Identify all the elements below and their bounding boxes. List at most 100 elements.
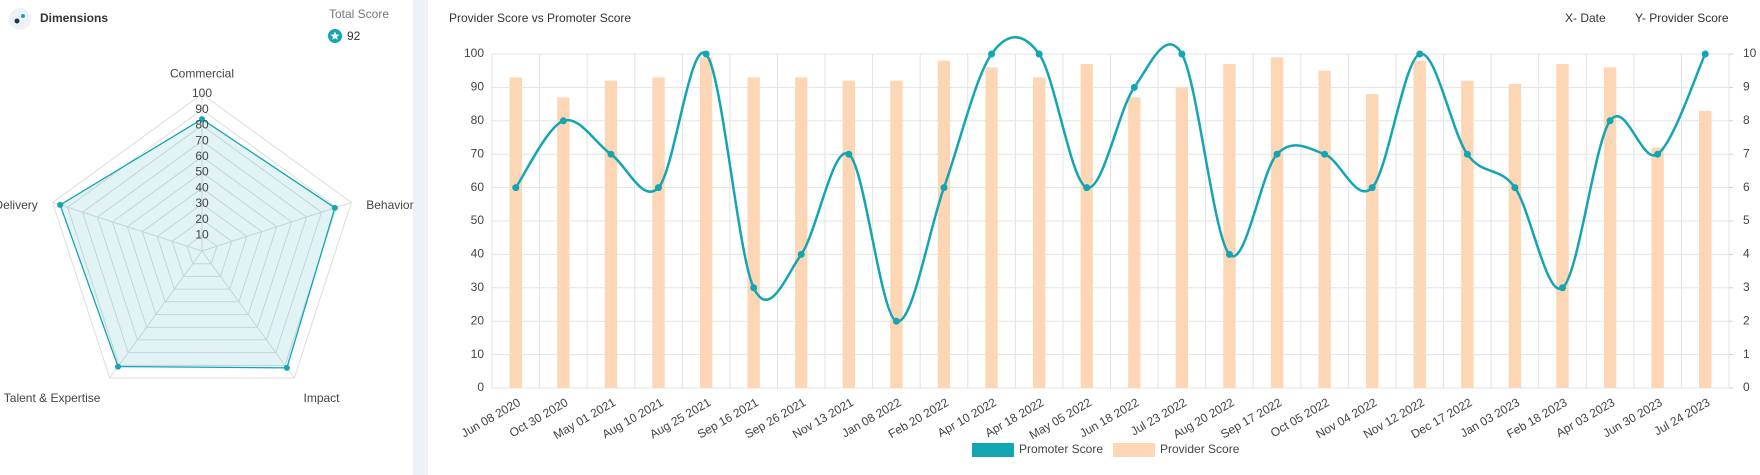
- legend-swatch: [972, 443, 1014, 457]
- radial-tick-label: 60: [195, 149, 209, 163]
- y-tick-label: 30: [471, 280, 485, 294]
- total-score-value: 92: [347, 29, 361, 43]
- x-axis-title: X- Date: [1565, 11, 1606, 25]
- grid-ring: [186, 234, 218, 265]
- point: [797, 250, 805, 258]
- grid-ring: [52, 93, 352, 379]
- radar-axis: [201, 250, 295, 379]
- point: [1511, 184, 1519, 192]
- radar-point: [331, 204, 338, 211]
- grid-ring: [96, 140, 308, 341]
- point: [655, 184, 663, 192]
- bar: [1175, 87, 1189, 389]
- point: [845, 150, 853, 158]
- point: [1178, 50, 1186, 58]
- bar: [1318, 70, 1331, 388]
- point: [1416, 50, 1424, 58]
- bar: [652, 77, 665, 388]
- y-axis-title: Y- Provider Score: [1635, 11, 1729, 25]
- radar-axis: [109, 250, 203, 379]
- bar: [1080, 64, 1093, 389]
- legend-label: Promoter Score: [1019, 442, 1103, 456]
- y-tick-label: 80: [471, 113, 485, 127]
- chart-title: Provider Score vs Promoter Score: [449, 11, 631, 25]
- radial-tick-label: 20: [195, 212, 209, 226]
- point: [559, 117, 567, 125]
- bar: [1556, 64, 1569, 389]
- y2-tick-label: 8: [1743, 113, 1750, 127]
- y-tick-label: 0: [477, 380, 484, 394]
- grid-ring: [67, 109, 337, 366]
- y-tick-label: 90: [471, 80, 485, 94]
- legend-swatch: [1113, 443, 1155, 457]
- y-tick-label: 70: [471, 146, 485, 160]
- radar-axis: [52, 202, 203, 252]
- panel-icon-dot: [14, 18, 20, 24]
- y2-tick-label: 5: [1743, 213, 1750, 227]
- point: [607, 150, 615, 158]
- bar: [747, 77, 760, 388]
- grid-ring: [126, 171, 278, 316]
- point: [750, 284, 758, 292]
- point: [1463, 150, 1471, 158]
- bar: [509, 77, 522, 388]
- point: [1368, 184, 1376, 192]
- grid-ring: [141, 187, 263, 303]
- radial-tick-label: 40: [195, 180, 209, 194]
- point: [512, 184, 520, 192]
- bar: [1128, 97, 1141, 389]
- point: [1701, 50, 1709, 58]
- category-label: Behavior: [366, 198, 413, 212]
- bar: [937, 60, 951, 389]
- bar: [1603, 67, 1617, 389]
- bar: [699, 57, 713, 389]
- radar-point: [283, 364, 290, 371]
- category-label: Talent & Expertise: [4, 391, 101, 405]
- y2-tick-label: 3: [1743, 280, 1750, 294]
- y2-tick-label: 0: [1743, 380, 1750, 394]
- point: [1558, 284, 1566, 292]
- bar: [1508, 84, 1522, 388]
- bar: [1270, 57, 1284, 389]
- y2-tick-label: 2: [1743, 313, 1750, 327]
- point: [1273, 150, 1281, 158]
- grid-ring: [111, 156, 293, 328]
- point: [1083, 184, 1091, 192]
- radial-tick-label: 80: [195, 118, 209, 132]
- bar: [604, 80, 618, 388]
- point: [940, 184, 948, 192]
- point: [1654, 150, 1662, 158]
- bar: [1223, 64, 1236, 389]
- panel-icon: [9, 8, 31, 30]
- separator: [413, 0, 428, 475]
- radar-point: [57, 201, 64, 208]
- y2-tick-label: 7: [1743, 146, 1750, 160]
- radar-point: [115, 363, 122, 370]
- point: [1035, 50, 1043, 58]
- point: [702, 50, 710, 58]
- bar: [842, 80, 856, 388]
- bar: [1413, 60, 1426, 389]
- category-label: Commercial: [170, 66, 234, 80]
- legend-label: Provider Score: [1160, 442, 1240, 456]
- radar-area: [59, 118, 336, 369]
- bar: [1461, 80, 1474, 388]
- point: [1225, 250, 1233, 258]
- point: [1321, 150, 1329, 158]
- radial-tick-label: 100: [192, 86, 212, 100]
- bar: [1651, 147, 1664, 388]
- radial-tick-label: 50: [195, 165, 209, 179]
- bar: [1699, 110, 1712, 388]
- grid-ring: [156, 203, 248, 290]
- radar-axis: [201, 202, 352, 252]
- y2-tick-label: 4: [1743, 247, 1750, 261]
- star-icon-shape: [330, 31, 340, 40]
- total-score-label: Total Score: [329, 7, 389, 21]
- bar: [1365, 94, 1379, 388]
- point: [1130, 83, 1138, 91]
- grid-ring: [171, 218, 233, 277]
- y-tick-label: 20: [471, 313, 485, 327]
- y-tick-label: 40: [471, 247, 485, 261]
- y2-tick-label: 10: [1743, 46, 1757, 60]
